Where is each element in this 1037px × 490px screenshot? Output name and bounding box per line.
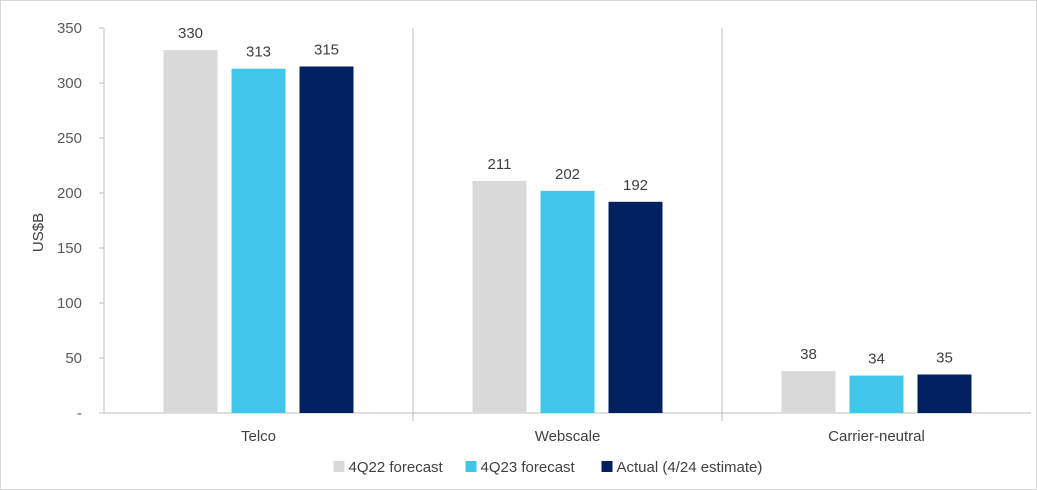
bar: [540, 190, 595, 413]
legend: 4Q22 forecast 4Q23 forecast Actual (4/24 e…: [333, 459, 763, 476]
bar: [781, 371, 836, 413]
y-tick-label: 50: [65, 350, 82, 367]
y-axis-label: US$B: [30, 213, 47, 252]
bar: [231, 68, 286, 413]
legend-label: 4Q22 forecast: [349, 459, 444, 476]
x-category-label: Carrier-neutral: [828, 428, 925, 445]
y-tick-label: 150: [57, 240, 82, 257]
bar: [472, 180, 527, 413]
data-label: 192: [623, 177, 648, 194]
data-label: 34: [868, 351, 885, 368]
legend-swatch: [601, 461, 613, 472]
y-tick-label: 250: [57, 130, 82, 147]
data-label: 313: [246, 44, 271, 61]
y-tick-label: 300: [57, 75, 82, 92]
data-labels: 330 313 315 211 202 192 38 34 35: [178, 25, 953, 368]
bar: [299, 66, 354, 413]
axes: - 50 100 150 200 250 300 350 Telco Webscale Carrie…: [57, 20, 1031, 445]
bar: [163, 50, 218, 413]
legend-label: 4Q23 forecast: [481, 459, 576, 476]
y-tick-label: -: [77, 405, 82, 422]
x-category-label: Webscale: [535, 428, 601, 445]
data-label: 330: [178, 25, 203, 42]
legend-label: Actual (4/24 estimate): [617, 459, 763, 476]
data-label: 35: [936, 350, 953, 367]
legend-swatch: [465, 461, 477, 472]
y-tick-label: 350: [57, 20, 82, 37]
data-label: 38: [800, 346, 817, 363]
data-label: 202: [555, 166, 580, 183]
y-tick-label: 100: [57, 295, 82, 312]
x-category-label: Telco: [241, 428, 276, 445]
bar: [608, 201, 663, 413]
data-label: 315: [314, 42, 339, 59]
y-tick-label: 200: [57, 185, 82, 202]
bar: [849, 375, 904, 413]
bars: [163, 50, 972, 413]
data-label: 211: [488, 156, 512, 173]
legend-swatch: [333, 461, 345, 472]
bar: [917, 374, 972, 413]
